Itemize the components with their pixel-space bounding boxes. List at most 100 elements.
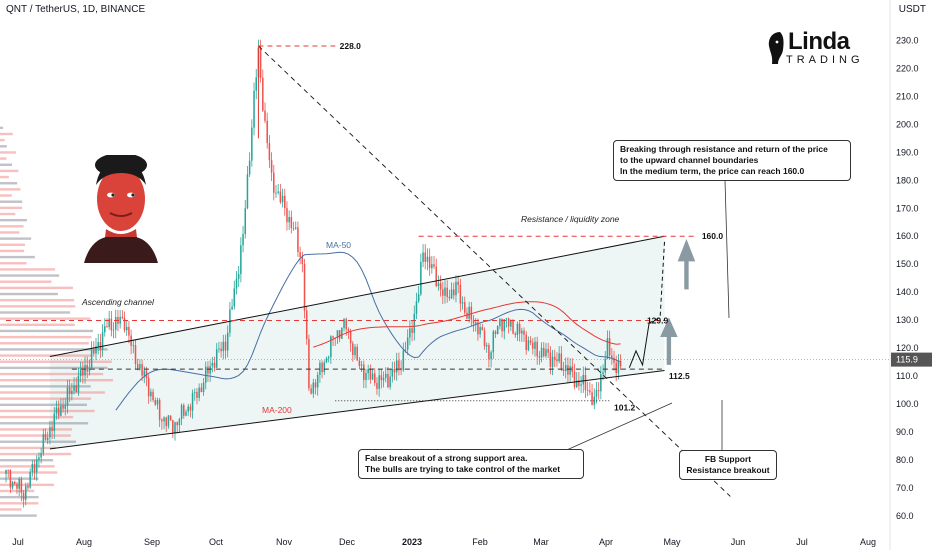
candle-body — [477, 322, 479, 335]
candle-body — [415, 301, 418, 314]
volume-profile-bar — [0, 335, 92, 339]
candle-body — [299, 252, 301, 257]
candle-body — [319, 362, 321, 375]
volume-profile-bar — [0, 218, 27, 222]
candle-body — [215, 349, 218, 368]
candle-body — [279, 191, 282, 203]
candle-body — [358, 360, 361, 366]
candle-body — [345, 318, 347, 330]
candle-body — [27, 485, 29, 488]
candle-body — [586, 390, 589, 391]
candle-body — [180, 405, 183, 420]
label-ascending-channel: Ascending channel — [81, 297, 155, 307]
current-price-label: 115.9 — [896, 355, 918, 365]
candle-body — [147, 377, 150, 397]
candle-body — [165, 417, 168, 427]
candle-body — [459, 284, 462, 304]
candle-body — [507, 318, 510, 327]
candle-body — [9, 469, 12, 488]
candle-body — [204, 366, 207, 383]
candle-body — [185, 411, 187, 416]
candle-body — [466, 312, 468, 319]
candle-body — [360, 364, 363, 366]
candle-body — [496, 326, 499, 335]
candle-body — [119, 316, 121, 324]
candle-body — [248, 160, 251, 175]
candle-body — [338, 330, 341, 339]
candle-body — [270, 160, 273, 173]
candle-body — [615, 362, 617, 374]
candle-body — [316, 374, 319, 388]
candle-body — [371, 373, 374, 380]
candle-body — [580, 384, 582, 386]
candle-body — [35, 459, 38, 473]
candle-body — [93, 349, 95, 354]
y-tick-label: 140.0 — [896, 287, 919, 297]
candle-body — [569, 366, 571, 375]
y-tick-label: 90.0 — [896, 427, 914, 437]
y-tick-label: 170.0 — [896, 203, 919, 213]
candle-body — [246, 174, 249, 209]
candle-body — [510, 320, 512, 327]
candle-body — [365, 373, 367, 380]
y-tick-label: 220.0 — [896, 63, 919, 73]
volume-profile-bar — [0, 132, 13, 136]
candle-body — [283, 195, 286, 209]
candle-body — [518, 323, 521, 334]
candle-body — [189, 406, 192, 411]
candle-body — [367, 369, 369, 374]
candle-body — [163, 417, 165, 422]
level-label: 112.5 — [669, 371, 690, 381]
label-resistance-zone: Resistance / liquidity zone — [521, 214, 620, 224]
candle-body — [571, 366, 574, 372]
candle-body — [461, 302, 464, 304]
channel-zone — [49, 236, 665, 449]
drawings — [0, 45, 890, 497]
candle-body — [143, 370, 146, 376]
candle-body — [356, 346, 358, 361]
candle-body — [253, 90, 255, 128]
candle-body — [553, 356, 556, 360]
time-axis[interactable]: Jul Aug Sep Oct Nov Dec 2023 Feb Mar Apr May Jun Jul… — [12, 537, 876, 547]
candle-body — [604, 358, 607, 373]
candle-body — [560, 353, 563, 370]
candle-body — [485, 345, 488, 347]
candle-body — [532, 342, 534, 349]
price-axis[interactable]: 60.0 70.0 80.0 90.0 100.0 110.0 120.0 130.0 140.… — [889, 0, 932, 550]
candle-body — [187, 406, 189, 412]
candle-body — [14, 481, 16, 484]
y-tick-label: 60.0 — [896, 511, 914, 521]
candle-body — [551, 356, 554, 367]
candle-body — [363, 364, 365, 380]
candle-body — [578, 380, 580, 386]
candle-body — [202, 382, 205, 393]
candle-body — [233, 288, 236, 307]
candle-body — [169, 415, 172, 421]
candle-body — [556, 359, 558, 362]
candle-body — [141, 364, 143, 376]
candle-body — [290, 217, 293, 229]
y-tick-label: 190.0 — [896, 147, 919, 157]
candle-body — [602, 372, 604, 375]
candle-body — [38, 457, 40, 460]
note-fb-line1: FB Support — [704, 454, 752, 464]
candle-body — [139, 364, 141, 369]
candle-body — [488, 345, 490, 360]
candle-body — [431, 264, 433, 269]
volume-profile-bar — [0, 372, 104, 376]
candle-body — [281, 195, 284, 203]
candle-body — [435, 266, 437, 286]
volume-profile — [0, 126, 114, 517]
candle-body — [33, 464, 36, 473]
y-tick-label: 130.0 — [896, 315, 919, 325]
candle-body — [534, 341, 536, 349]
candle-body — [591, 392, 593, 405]
candle-body — [325, 358, 328, 363]
candle-body — [540, 347, 543, 358]
candle-body — [51, 427, 53, 431]
volume-profile-bar — [0, 428, 72, 431]
candle-body — [22, 492, 25, 500]
volume-profile-bar — [0, 237, 32, 240]
volume-profile-bar — [0, 255, 35, 259]
candle-body — [16, 483, 18, 489]
